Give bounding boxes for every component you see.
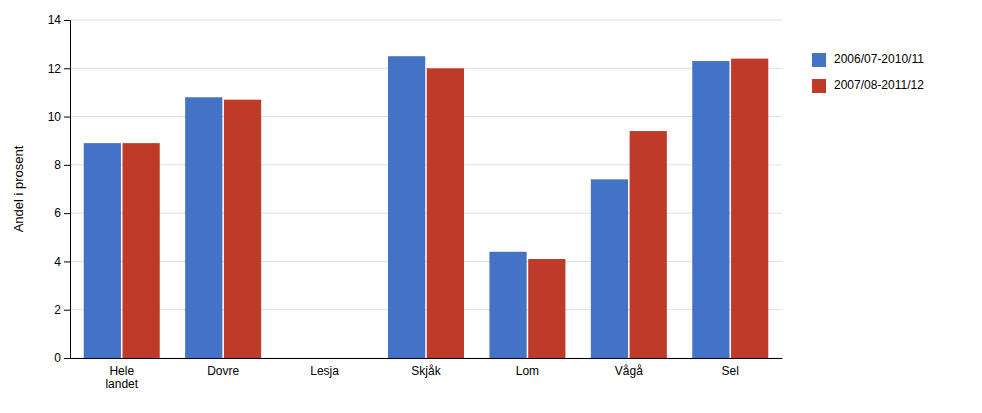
grid	[70, 20, 782, 358]
grid-line	[70, 20, 782, 21]
bar	[731, 59, 768, 358]
y-tick-mark	[64, 213, 70, 214]
legend-label: 2006/07-2010/11	[834, 52, 924, 66]
y-tick: 10	[48, 110, 70, 124]
y-tick-label: 4	[54, 255, 61, 269]
y-tick: 6	[54, 206, 70, 220]
y-axis: 0 2 4 6 8 10 12 14	[48, 13, 71, 365]
bar	[591, 179, 628, 358]
x-tick: Vågå	[615, 358, 643, 378]
bar	[692, 61, 729, 358]
bar	[224, 100, 261, 358]
bar	[388, 56, 425, 358]
x-tick-label: Sel	[722, 364, 739, 378]
x-axis: Helelandet Dovre Lesja Skjåk Lom Vågå Sel	[71, 358, 783, 391]
x-tick-label: Dovre	[207, 364, 239, 378]
grid-line	[70, 213, 782, 214]
x-tick: Dovre	[207, 358, 239, 378]
grid-line	[70, 116, 782, 117]
bar	[489, 252, 526, 358]
bar-series	[123, 59, 769, 358]
y-tick-mark	[64, 20, 70, 21]
bar	[287, 358, 324, 359]
x-tick-label: Skjåk	[411, 364, 441, 378]
y-tick-mark	[64, 68, 70, 69]
y-axis-title: Andel i prosent	[11, 145, 26, 232]
y-tick: 0	[54, 351, 70, 365]
grid-line	[70, 68, 782, 69]
y-tick-mark	[64, 117, 70, 118]
plot: 0 2 4 6 8 10 12 14 Helelandet Dovre Lesja Skjåk Lom V…	[48, 13, 783, 391]
bar	[185, 97, 222, 358]
y-tick: 14	[48, 13, 70, 27]
y-tick-mark	[64, 358, 70, 359]
x-tick: Helelandet	[105, 358, 138, 391]
grid-line	[70, 309, 782, 310]
legend-label: 2007/08-2011/12	[834, 78, 924, 92]
y-tick-mark	[64, 261, 70, 262]
grid-line	[70, 164, 782, 165]
x-tick: Skjåk	[411, 358, 441, 378]
chart: 0 2 4 6 8 10 12 14 Helelandet Dovre Lesja Skjåk Lom V…	[0, 0, 982, 413]
bar	[123, 143, 160, 358]
y-tick-label: 8	[54, 158, 61, 172]
bar	[630, 131, 667, 358]
y-axis-line	[64, 21, 71, 359]
y-tick-label: 14	[48, 13, 62, 27]
y-tick-mark	[64, 165, 70, 166]
x-tick-label: Vågå	[615, 364, 643, 378]
y-tick-label: 0	[54, 351, 61, 365]
bar-series	[84, 56, 730, 358]
legend-swatch	[812, 53, 826, 67]
x-tick: Lesja	[310, 358, 339, 378]
bar	[427, 68, 464, 358]
y-tick: 12	[48, 62, 70, 76]
y-tick: 4	[54, 255, 70, 269]
y-tick-mark	[64, 310, 70, 311]
y-tick: 8	[54, 158, 70, 172]
y-tick-label: 6	[54, 206, 61, 220]
grid-line	[70, 358, 782, 359]
y-tick-label: 2	[54, 303, 61, 317]
bars	[84, 56, 769, 358]
legend-item: 2007/08-2011/12	[812, 78, 924, 93]
bar	[84, 143, 121, 358]
y-tick-label: 12	[48, 62, 62, 76]
y-tick-label: 10	[48, 110, 62, 124]
x-tick-label: Lesja	[310, 364, 339, 378]
legend-item: 2006/07-2010/11	[812, 52, 924, 67]
bar	[325, 358, 362, 359]
y-tick: 2	[54, 303, 70, 317]
x-axis-line	[71, 358, 783, 359]
x-tick: Sel	[722, 358, 739, 378]
x-tick-label: Helelandet	[105, 364, 138, 392]
grid-line	[70, 261, 782, 262]
legend-swatch	[812, 79, 826, 93]
x-tick-label: Lom	[516, 364, 539, 378]
bar	[528, 259, 565, 358]
legend: 2006/07-2010/11 2007/08-2011/12	[812, 52, 924, 93]
x-tick: Lom	[516, 358, 539, 378]
